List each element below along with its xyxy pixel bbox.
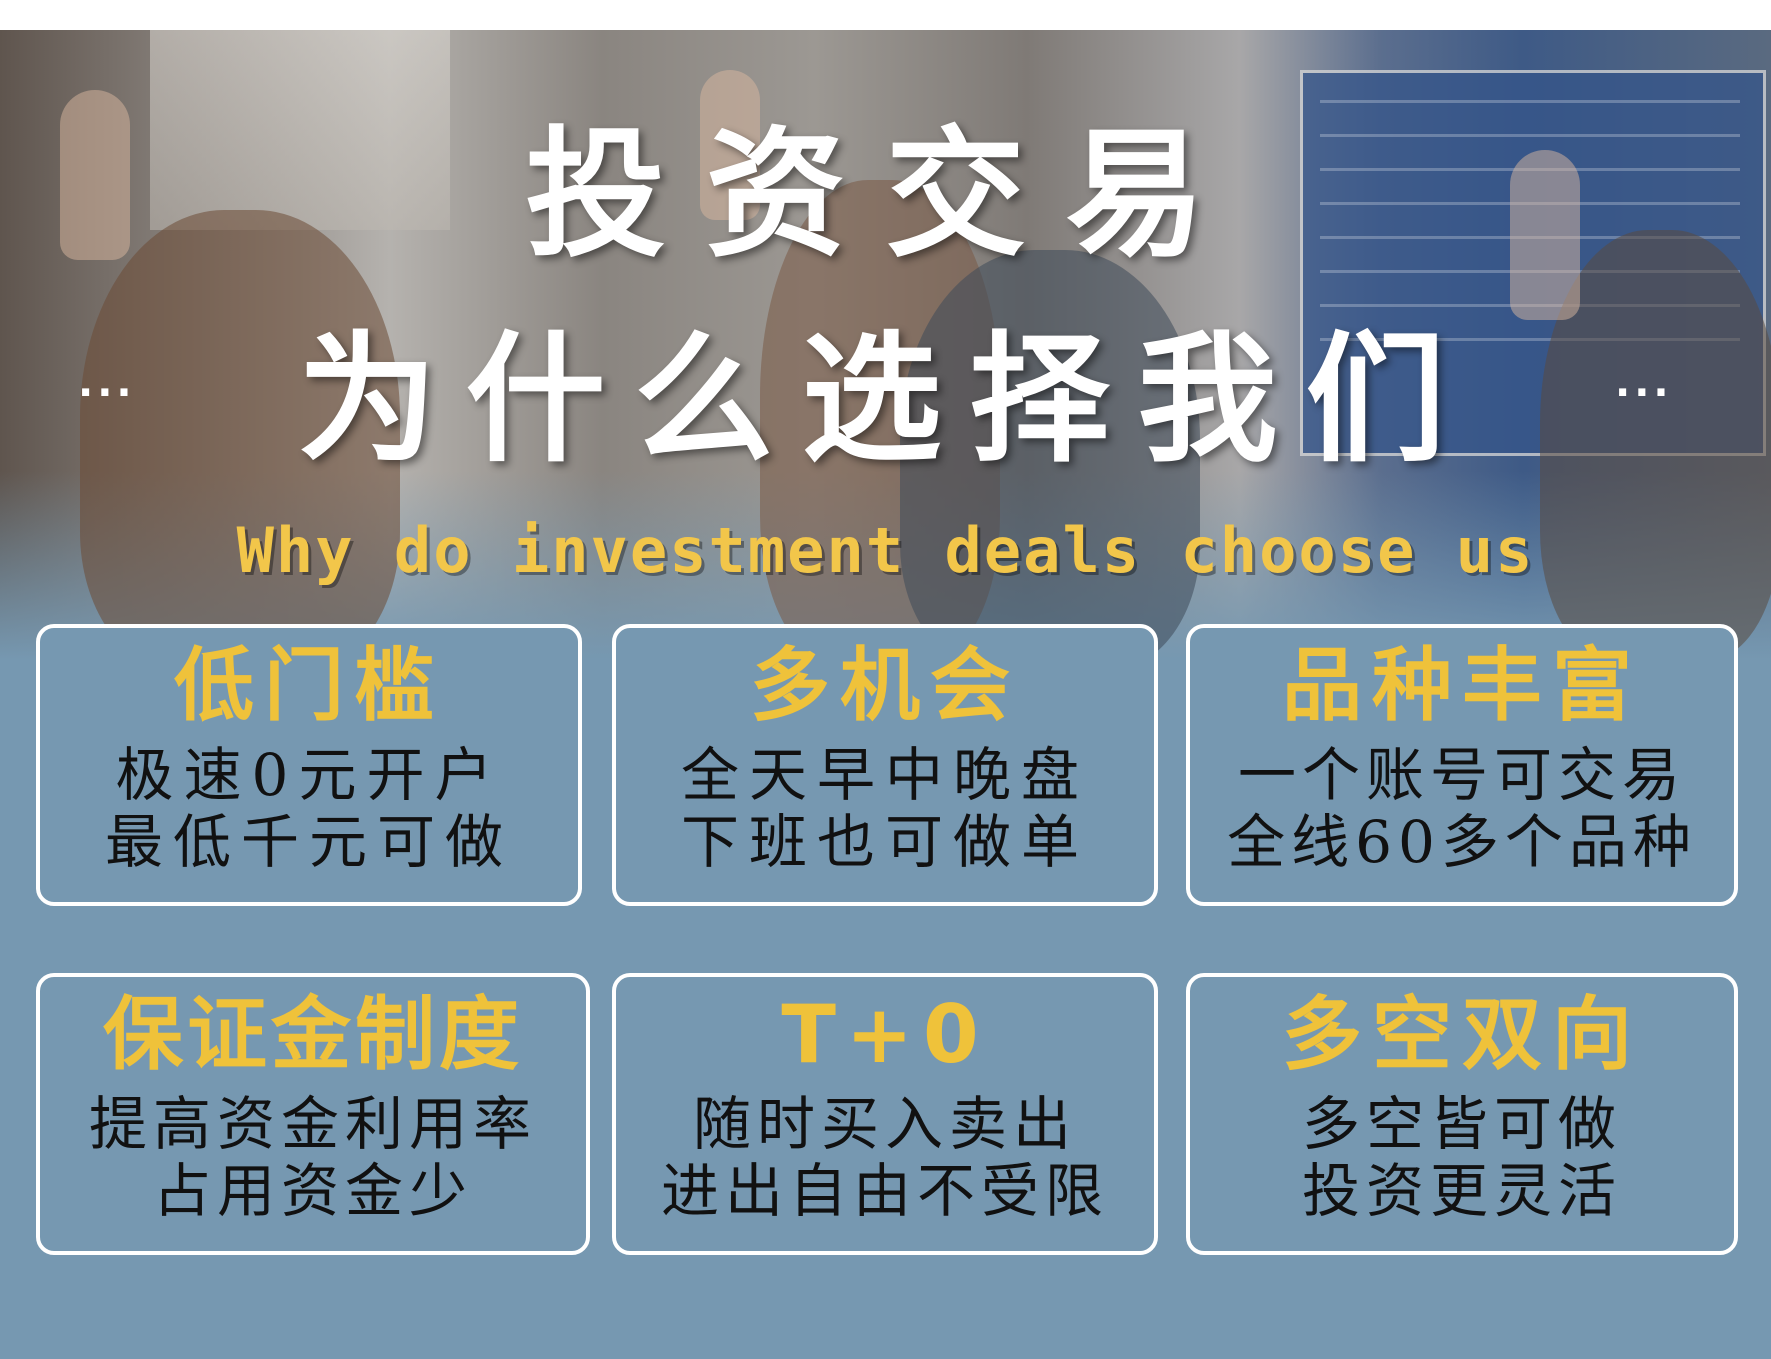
card-text-line: 最低千元可做 [104,807,513,876]
student-silhouette [80,210,400,670]
card-text-line: 投资更灵活 [1301,1156,1622,1225]
card-text-line: 占用资金少 [152,1156,473,1225]
card-text-line: 提高资金利用率 [88,1090,537,1158]
feature-card-rich-varieties: 品种丰富 一个账号可交易 全线60多个品种 [1186,624,1738,906]
window [150,30,450,230]
feature-card-t-plus-zero: T+0 随时买入卖出 进出自由不受限 [612,973,1158,1255]
feature-card-margin-system: 保证金制度 提高资金利用率 占用资金少 [36,973,590,1255]
card-text-line: 随时买入卖出 [692,1090,1077,1158]
card-text-line: 多空皆可做 [1301,1090,1622,1158]
card-title: 低门槛 [174,639,444,732]
card-title: 品种丰富 [1282,639,1642,732]
feature-card-more-opportunities: 多机会 全天早中晚盘 下班也可做单 [612,624,1158,906]
raised-hand [60,90,130,260]
card-text-line: 全天早中晚盘 [680,741,1089,809]
left-ellipsis: ... [78,360,136,406]
english-subtitle: Why do investment deals choose us [236,514,1535,587]
card-text-line: 一个账号可交易 [1237,741,1686,809]
card-text-line: 极速0元开户 [115,741,503,809]
card-title: 多空双向 [1282,988,1642,1081]
headline-line-1: 投资交易 [525,113,1246,277]
card-title: 多机会 [750,639,1020,732]
card-text-line: 进出自由不受限 [660,1156,1109,1225]
right-ellipsis: ... [1615,360,1673,406]
feature-card-low-threshold: 低门槛 极速0元开户 最低千元可做 [36,624,582,906]
raised-hand [700,70,760,220]
raised-hand [1510,150,1580,320]
student-silhouette [900,250,1200,670]
headline-line-2: 为什么选择我们 [297,318,1474,482]
poster: 投资交易 ... 为什么选择我们 ... Why do investment d… [0,30,1771,1359]
card-title: 保证金制度 [103,988,523,1081]
classroom-photo-background [0,30,1771,670]
card-text-line: 下班也可做单 [680,807,1089,876]
card-text-line: 全线60多个品种 [1227,807,1697,876]
feature-card-long-short: 多空双向 多空皆可做 投资更灵活 [1186,973,1738,1255]
card-title: T+0 [781,988,989,1081]
